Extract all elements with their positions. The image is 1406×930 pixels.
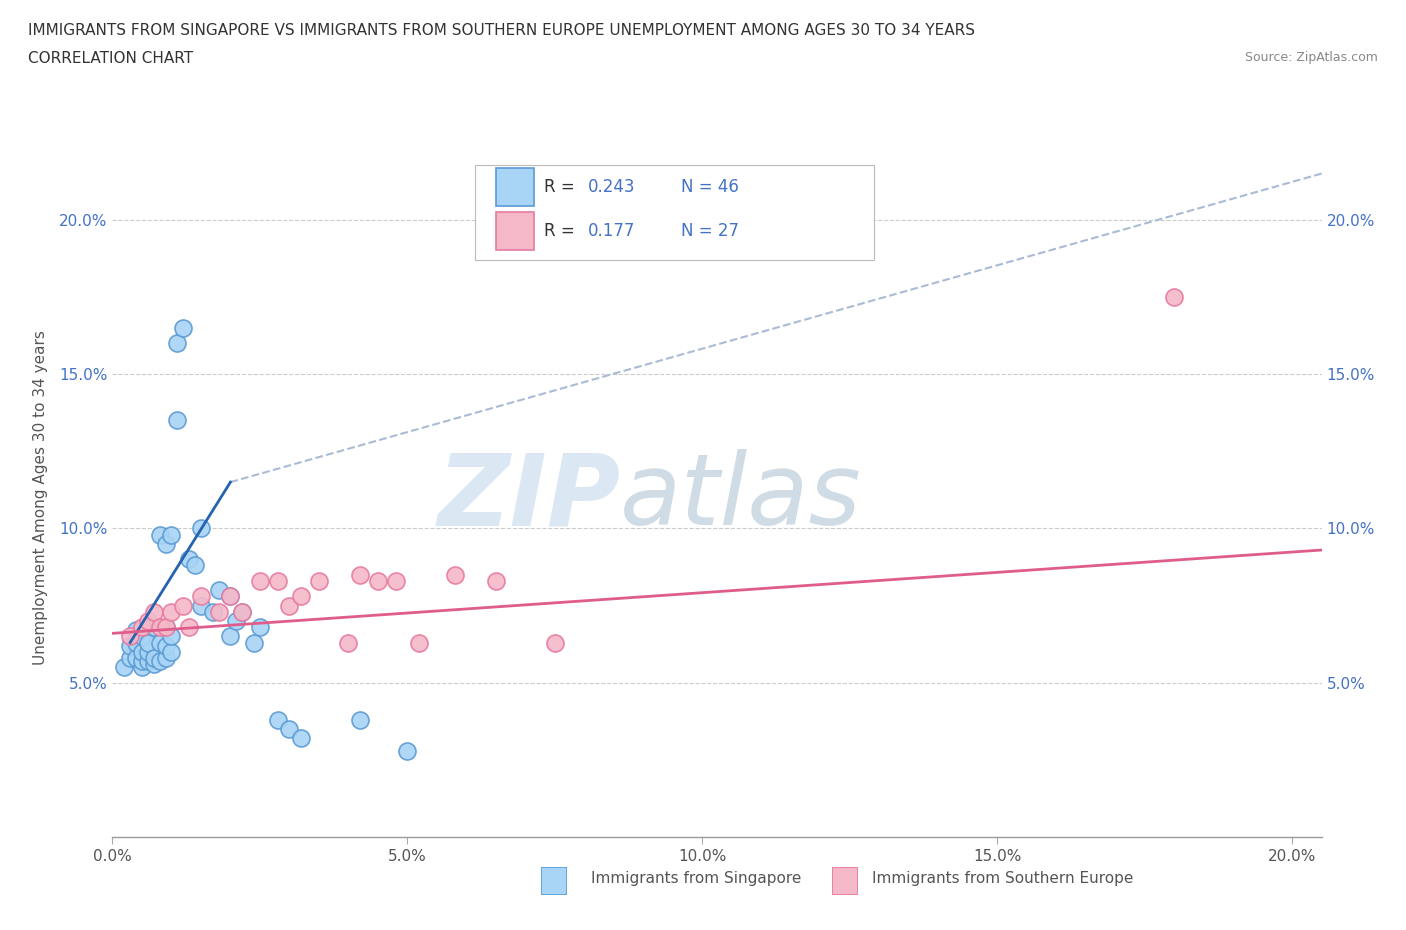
Point [131,629,153,644]
Point [349,712,371,727]
Point [136,654,159,669]
Point [485,574,508,589]
Point [384,574,406,589]
FancyBboxPatch shape [475,165,875,260]
Point [155,619,177,634]
Text: N = 46: N = 46 [681,178,738,195]
Point [184,558,207,573]
Point [408,635,430,650]
Point [290,589,312,604]
Point [149,527,172,542]
Point [190,598,212,613]
Point [120,638,142,653]
Point [190,589,212,604]
Point [125,623,148,638]
Point [149,635,172,650]
Point [544,635,567,650]
Point [149,619,172,634]
Point [160,644,183,659]
Point [219,589,242,604]
Point [142,657,165,671]
Point [131,619,153,634]
Text: Source: ZipAtlas.com: Source: ZipAtlas.com [1244,51,1378,64]
Point [125,651,148,666]
Text: N = 27: N = 27 [681,221,738,240]
Point [219,629,242,644]
Text: 0.243: 0.243 [588,178,636,195]
Point [190,521,212,536]
Point [160,629,183,644]
Point [166,336,188,351]
Bar [496,212,534,250]
Point [155,651,177,666]
Point [120,651,142,666]
Point [349,567,371,582]
Point [249,574,271,589]
Point [131,654,153,669]
Text: Immigrants from Southern Europe: Immigrants from Southern Europe [872,871,1133,886]
Point [179,551,201,566]
Point [249,619,271,634]
Point [243,635,266,650]
Point [266,574,288,589]
Point [1163,289,1185,304]
Point [225,614,247,629]
Point [208,604,231,619]
Point [155,537,177,551]
Point [142,651,165,666]
Point [367,574,389,589]
Point [278,722,301,737]
Point [160,604,183,619]
Point [219,589,242,604]
Bar [496,168,534,206]
Point [179,619,201,634]
Text: Immigrants from Singapore: Immigrants from Singapore [591,871,801,886]
Point [149,654,172,669]
Point [172,598,194,613]
Point [160,527,183,542]
Text: ZIP: ZIP [437,449,620,546]
Point [136,614,159,629]
Point [208,583,231,598]
Text: 0.177: 0.177 [588,221,636,240]
Point [136,644,159,659]
Point [142,604,165,619]
Point [201,604,224,619]
Point [231,604,253,619]
Point [166,413,188,428]
Y-axis label: Unemployment Among Ages 30 to 34 years: Unemployment Among Ages 30 to 34 years [34,330,48,665]
Text: atlas: atlas [620,449,862,546]
Point [120,629,142,644]
Text: IMMIGRANTS FROM SINGAPORE VS IMMIGRANTS FROM SOUTHERN EUROPE UNEMPLOYMENT AMONG : IMMIGRANTS FROM SINGAPORE VS IMMIGRANTS … [28,23,976,38]
Text: R =: R = [544,178,575,195]
Point [131,644,153,659]
Point [337,635,360,650]
Point [172,320,194,335]
Point [131,660,153,675]
Point [155,619,177,634]
Point [142,619,165,634]
Text: CORRELATION CHART: CORRELATION CHART [28,51,193,66]
Point [155,638,177,653]
Point [308,574,330,589]
Point [112,660,135,675]
Text: R =: R = [544,221,575,240]
Point [136,635,159,650]
Point [278,598,301,613]
Point [443,567,465,582]
Point [396,743,419,758]
Point [125,635,148,650]
Point [290,731,312,746]
Point [231,604,253,619]
Point [266,712,288,727]
